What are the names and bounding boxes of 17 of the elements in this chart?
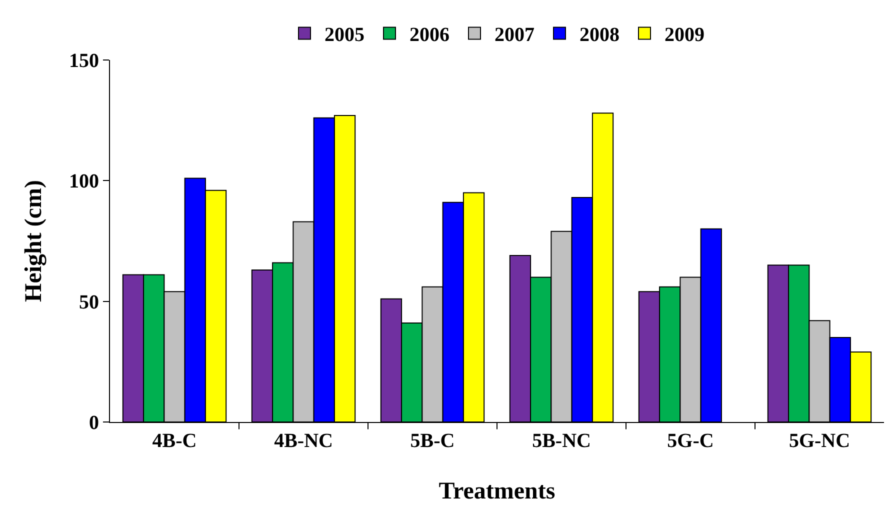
x-tick-label: 4B-NC <box>274 430 333 452</box>
legend-label: 2005 <box>324 24 364 46</box>
y-tick-label: 50 <box>79 291 99 314</box>
x-tick-label: 5G-NC <box>788 430 850 452</box>
x-tick-label: 5B-NC <box>532 430 591 452</box>
y-tick-label: 150 <box>69 50 99 72</box>
x-tick-label: 5G-C <box>667 430 714 452</box>
legend-label: 2007 <box>494 24 534 46</box>
y-tick-label: 0 <box>89 412 99 434</box>
y-tick-label: 100 <box>69 170 99 193</box>
x-axis-title: Treatments <box>438 478 556 504</box>
legend-label: 2009 <box>664 24 704 46</box>
legend-label: 2008 <box>580 24 620 46</box>
y-axis-title: Height (cm) <box>21 180 48 302</box>
legend-label: 2006 <box>410 24 450 46</box>
x-tick-label: 4B-C <box>152 430 197 452</box>
x-tick-label: 5B-C <box>410 430 455 452</box>
